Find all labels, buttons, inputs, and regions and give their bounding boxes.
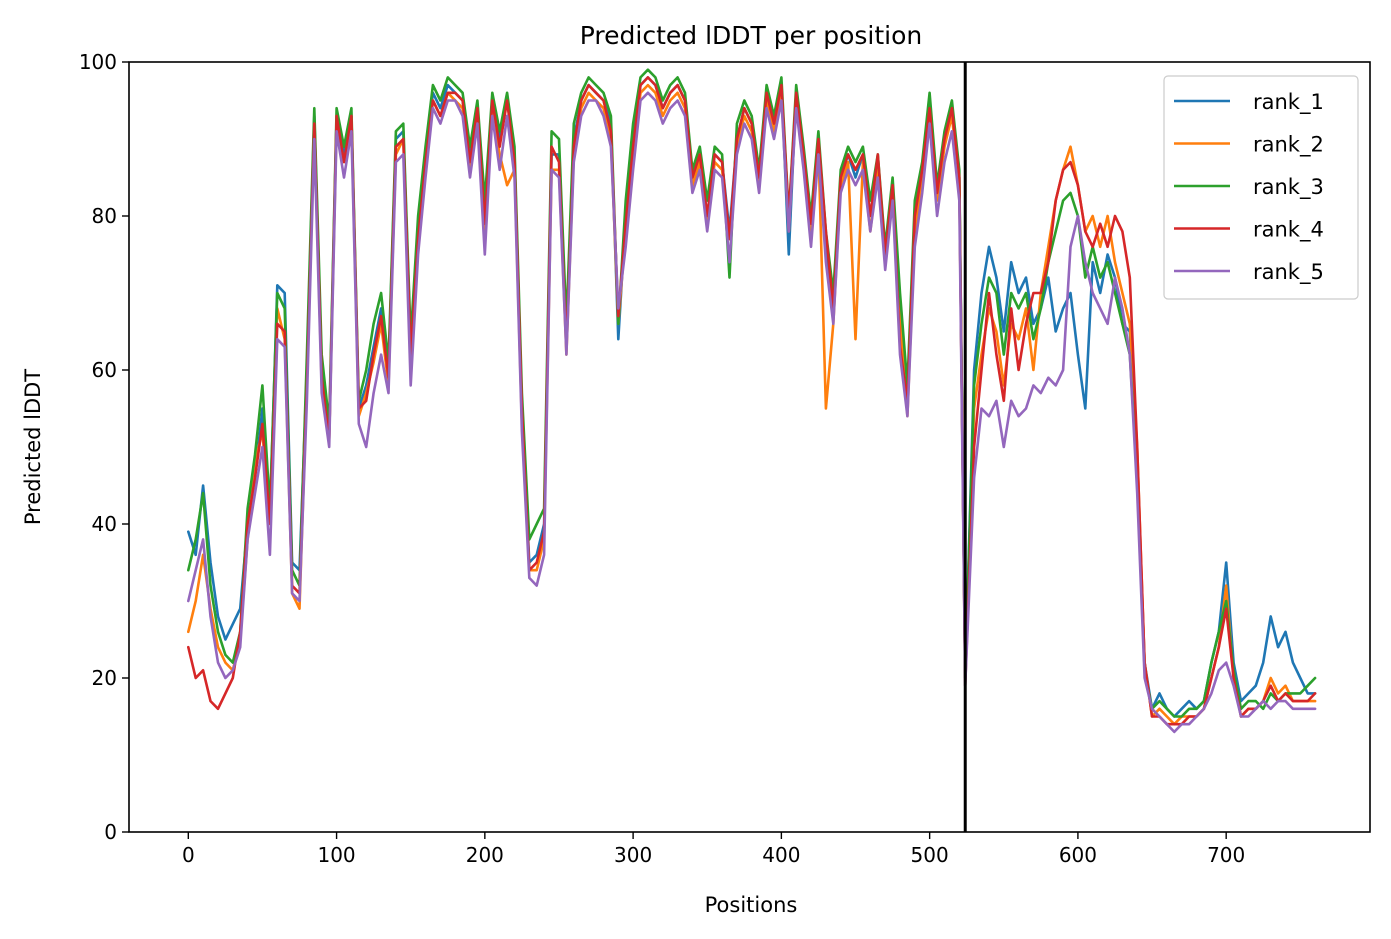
chart-title: Predicted lDDT per position — [580, 21, 922, 50]
x-tick-label: 0 — [182, 843, 195, 867]
x-tick-label: 600 — [1059, 843, 1097, 867]
y-tick-label: 80 — [92, 204, 117, 228]
series-layer — [187, 68, 1317, 734]
y-tick-label: 20 — [92, 666, 117, 690]
legend-label-rank_4: rank_4 — [1253, 218, 1324, 243]
x-tick-label: 700 — [1207, 843, 1245, 867]
plot-frame — [128, 61, 1371, 833]
y-axis-ticks: 0 20 40 60 80 100 — [79, 50, 129, 844]
x-axis-label: Positions — [705, 893, 798, 917]
legend: rank_1 rank_2 rank_3 rank_4 rank_5 — [1163, 75, 1359, 300]
x-tick-label: 200 — [466, 843, 504, 867]
x-tick-label: 500 — [911, 843, 949, 867]
legend-label-rank_1: rank_1 — [1253, 90, 1324, 115]
y-tick-label: 0 — [104, 820, 117, 844]
series-line-rank_4 — [187, 76, 1317, 726]
series-line-rank_5 — [187, 91, 1317, 734]
x-tick-label: 300 — [614, 843, 652, 867]
legend-label-rank_3: rank_3 — [1253, 175, 1324, 200]
y-tick-label: 60 — [92, 358, 117, 382]
x-axis-ticks: 0 100 200 300 400 500 600 700 — [182, 832, 1245, 867]
legend-label-rank_5: rank_5 — [1253, 260, 1324, 285]
y-axis-label: Predicted lDDT — [21, 369, 45, 525]
legend-box — [1163, 75, 1359, 300]
x-tick-label: 100 — [317, 843, 355, 867]
x-tick-label: 400 — [762, 843, 800, 867]
y-tick-label: 100 — [79, 50, 117, 74]
y-tick-label: 40 — [92, 512, 117, 536]
legend-label-rank_2: rank_2 — [1253, 133, 1324, 158]
